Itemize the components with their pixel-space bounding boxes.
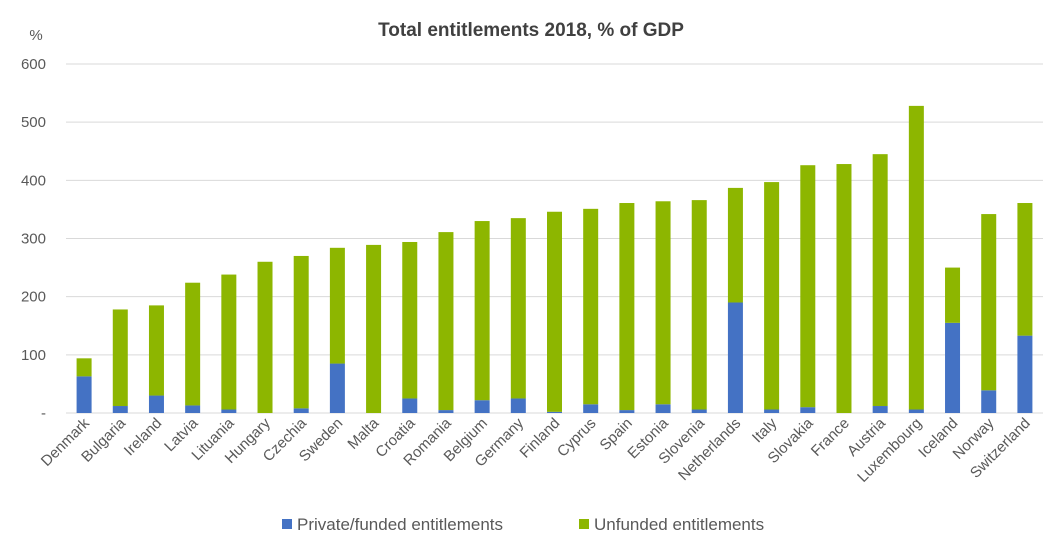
bars: [76, 105, 1033, 413]
y-tick-label: -: [41, 405, 46, 422]
x-category-label: Finland: [517, 415, 564, 462]
bar-segment-private-funded: [727, 302, 743, 413]
legend-label-private-funded: Private/funded entitlements: [297, 515, 503, 534]
bar-segment-private-funded: [329, 363, 345, 413]
bar-segment-private-funded: [872, 406, 888, 413]
bar-segment-private-funded: [908, 409, 924, 413]
bar-segment-private-funded: [510, 398, 526, 413]
bar-segment-unfunded: [655, 201, 671, 405]
bar-segment-unfunded: [727, 187, 743, 303]
x-category-label: France: [808, 415, 853, 460]
x-category-label: Ireland: [121, 415, 165, 459]
bar-segment-private-funded: [112, 406, 128, 413]
bar-segment-private-funded: [583, 404, 599, 413]
legend-swatch-private-funded: [282, 519, 292, 529]
y-tick-label: 500: [21, 114, 46, 131]
bar-segment-unfunded: [872, 154, 888, 407]
bar-segment-private-funded: [800, 407, 816, 413]
bar-segment-unfunded: [800, 165, 816, 408]
bar-segment-unfunded: [366, 244, 382, 413]
bar-segment-unfunded: [438, 232, 454, 411]
bar-segment-unfunded: [836, 164, 852, 413]
bar-segment-unfunded: [583, 208, 599, 405]
bar-segment-unfunded: [329, 247, 345, 364]
bar-segment-unfunded: [148, 305, 164, 396]
x-axis-category-labels: DenmarkBulgariaIrelandLatviaLituaniaHung…: [38, 414, 1034, 485]
bar-segment-unfunded: [402, 241, 418, 399]
y-axis-ticks: - 100 200 300 400 500 600: [21, 56, 46, 422]
bar-segment-private-funded: [547, 411, 562, 413]
bar-segment-unfunded: [221, 274, 237, 410]
legend-swatch-unfunded: [579, 519, 589, 529]
bar-segment-unfunded: [293, 255, 309, 409]
x-category-label: Italy: [749, 414, 781, 446]
legend: Private/funded entitlements Unfunded enti…: [282, 515, 764, 534]
bar-segment-private-funded: [148, 395, 164, 413]
y-tick-label: 200: [21, 289, 46, 306]
bar-segment-private-funded: [981, 390, 997, 413]
x-category-label: Cyprus: [554, 415, 600, 461]
bar-segment-private-funded: [945, 322, 961, 413]
chart-title: Total entitlements 2018, % of GDP: [378, 20, 684, 41]
bar-segment-private-funded: [76, 376, 92, 413]
bar-segment-private-funded: [474, 400, 490, 413]
bar-segment-unfunded: [1017, 203, 1033, 336]
bar-segment-private-funded: [691, 409, 707, 413]
bar-segment-unfunded: [257, 261, 273, 413]
bar-segment-unfunded: [945, 267, 961, 323]
bar-segment-unfunded: [474, 221, 490, 401]
bar-segment-unfunded: [112, 309, 128, 407]
bar-segment-private-funded: [185, 405, 201, 413]
bar-segment-unfunded: [185, 282, 201, 406]
bar-segment-unfunded: [981, 214, 997, 391]
y-tick-label: 600: [21, 56, 46, 73]
bar-segment-private-funded: [438, 410, 454, 413]
bar-segment-private-funded: [221, 409, 237, 413]
y-tick-label: 300: [21, 231, 46, 248]
y-tick-label: 100: [21, 347, 46, 364]
bar-segment-private-funded: [293, 408, 309, 413]
bar-segment-unfunded: [691, 200, 707, 410]
bar-segment-unfunded: [908, 105, 924, 410]
bar-segment-private-funded: [1017, 335, 1033, 413]
bar-segment-unfunded: [764, 182, 780, 410]
bar-segment-private-funded: [402, 398, 418, 413]
bar-segment-private-funded: [764, 409, 780, 413]
bar-segment-unfunded: [547, 211, 562, 412]
bar-segment-unfunded: [76, 358, 92, 377]
legend-label-unfunded: Unfunded entitlements: [594, 515, 764, 534]
bar-segment-unfunded: [510, 218, 526, 399]
y-axis-unit-label: %: [29, 27, 42, 44]
bar-segment-unfunded: [619, 203, 635, 411]
y-tick-label: 400: [21, 172, 46, 189]
bar-segment-private-funded: [619, 410, 635, 413]
bar-segment-private-funded: [655, 404, 671, 413]
